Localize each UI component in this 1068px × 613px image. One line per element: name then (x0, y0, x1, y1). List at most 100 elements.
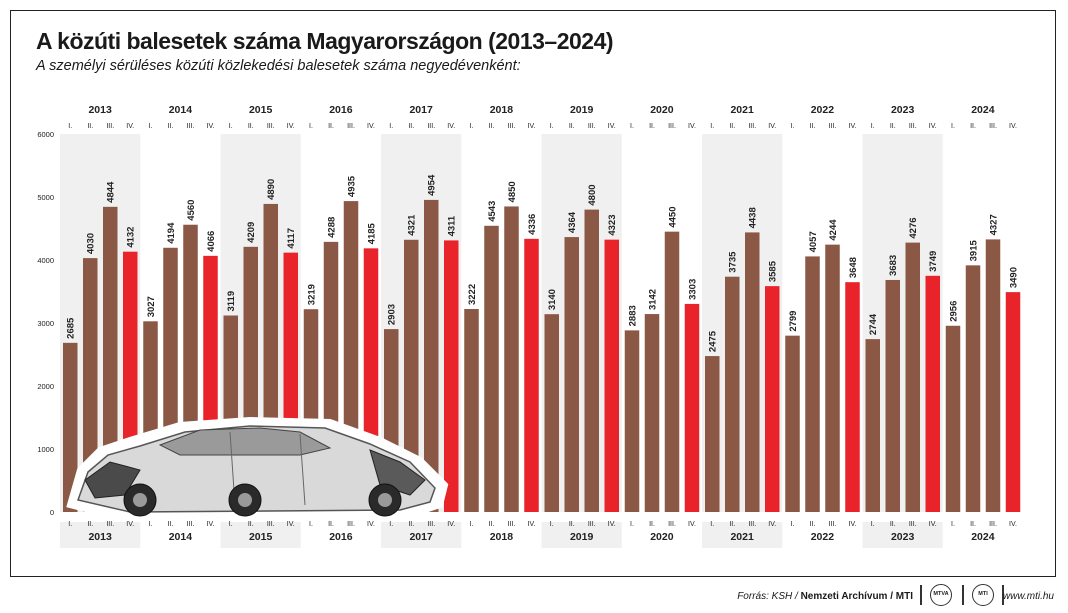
bar-2024-q3 (985, 239, 1001, 513)
quarter-label-bottom: III. (508, 521, 516, 528)
data-label: 4543 (487, 201, 498, 222)
data-label: 3585 (768, 260, 779, 282)
bar-chart: 0 1000 2000 3000 4000 5000 6000 2013 2013 I. I. 268… (37, 104, 1021, 548)
y-tick-label: 0 (50, 508, 54, 517)
quarter-label-bottom: II. (729, 521, 735, 528)
car-hubcap-front (133, 493, 147, 507)
mtva-logo: MTVA (930, 584, 952, 606)
quarter-label-top: III. (989, 123, 997, 130)
bar-2018-q3 (504, 206, 519, 512)
quarter-label-bottom: IV. (207, 521, 215, 528)
footer-separator (920, 585, 922, 605)
quarter-label-top: IV. (367, 123, 375, 130)
footer-separator (962, 585, 964, 605)
quarter-label-top: I. (791, 123, 795, 130)
website-link[interactable]: www.mti.hu (1002, 591, 1054, 602)
data-label: 4066 (206, 231, 217, 252)
data-label: 4321 (407, 214, 418, 236)
quarter-label-bottom: IV. (688, 521, 696, 528)
y-tick-label: 5000 (37, 193, 54, 202)
quarter-label-bottom: IV. (1009, 521, 1017, 528)
data-label: 3648 (848, 257, 859, 278)
quarter-label-bottom: III. (989, 521, 997, 528)
quarter-label-bottom: II. (408, 521, 414, 528)
crashed-car-illustration (66, 416, 449, 522)
y-tick-label: 1000 (37, 445, 54, 454)
chart-subtitle: A személyi sérüléses közúti közlekedési … (36, 58, 521, 74)
quarter-label-top: II. (248, 123, 254, 130)
quarter-label-bottom: IV. (849, 521, 857, 528)
data-label: 4117 (286, 228, 297, 249)
data-label: 4450 (668, 207, 679, 228)
data-label: 3119 (226, 291, 237, 312)
source-credit: Forrás: KSH / Nemzeti Archívum / MTI (737, 591, 913, 602)
quarter-label-top: IV. (1009, 123, 1017, 130)
bar-2024-q1 (945, 325, 961, 512)
bar-2020-q1 (624, 330, 640, 512)
data-label: 4560 (186, 200, 197, 221)
quarter-label-bottom: III. (187, 521, 195, 528)
quarter-label-top: III. (588, 123, 596, 130)
quarter-label-top: III. (748, 123, 756, 130)
bar-2020-q4 (684, 303, 700, 512)
bar-2024-q2 (965, 265, 981, 512)
quarter-label-bottom: I. (229, 521, 233, 528)
year-label-bottom: 2022 (811, 531, 835, 543)
quarter-label-bottom: I. (791, 521, 795, 528)
bar-2019-q1 (544, 314, 559, 512)
year-label-bottom: 2018 (490, 531, 514, 543)
data-label: 2685 (66, 317, 77, 339)
year-label-bottom: 2015 (249, 531, 273, 543)
year-label-bottom: 2019 (570, 531, 594, 543)
quarter-label-top: IV. (608, 123, 616, 130)
year-label-bottom: 2014 (169, 531, 193, 543)
quarter-label-bottom: II. (489, 521, 495, 528)
quarter-label-top: I. (550, 123, 554, 130)
data-label: 4327 (989, 214, 1000, 235)
quarter-label-top: IV. (688, 123, 696, 130)
data-label: 4194 (166, 222, 177, 244)
infographic-frame (10, 10, 1056, 577)
bar-2017-q3 (424, 199, 439, 512)
data-label: 4288 (327, 217, 338, 238)
quarter-label-bottom: I. (149, 521, 153, 528)
data-label: 4057 (808, 231, 819, 252)
bar-2013-q1 (63, 342, 78, 512)
quarter-label-bottom: I. (550, 521, 554, 528)
quarter-label-top: II. (729, 123, 735, 130)
year-band-bottom (702, 522, 783, 548)
bar-2013-q2 (83, 258, 98, 512)
quarter-label-bottom: I. (710, 521, 714, 528)
data-label: 4323 (607, 215, 618, 236)
quarter-label-bottom: III. (267, 521, 275, 528)
data-label: 4030 (86, 233, 97, 254)
bar-2021-q2 (725, 276, 740, 512)
car-hubcap-rear (378, 493, 392, 507)
quarter-label-bottom: I. (389, 521, 393, 528)
quarter-label-bottom: II. (168, 521, 174, 528)
year-label-top: 2021 (730, 104, 754, 116)
data-label: 4890 (266, 179, 277, 200)
y-tick-label: 6000 (37, 130, 54, 139)
year-label-top: 2024 (971, 104, 995, 116)
data-label: 3222 (467, 284, 478, 305)
y-tick-label: 2000 (37, 382, 54, 391)
quarter-label-top: III. (427, 123, 435, 130)
data-label: 4244 (828, 219, 839, 241)
quarter-label-top: II. (649, 123, 655, 130)
quarter-label-top: II. (970, 123, 976, 130)
quarter-label-bottom: IV. (367, 521, 375, 528)
quarter-label-top: III. (187, 123, 195, 130)
quarter-label-top: I. (630, 123, 634, 130)
quarter-label-top: I. (389, 123, 393, 130)
bar-2022-q4 (845, 282, 860, 512)
quarter-label-bottom: I. (630, 521, 634, 528)
quarter-label-top: I. (229, 123, 233, 130)
year-label-bottom: 2016 (329, 531, 353, 543)
data-label: 4935 (347, 175, 358, 197)
year-label-top: 2018 (490, 104, 514, 116)
bar-2022-q1 (785, 335, 800, 512)
year-label-top: 2019 (570, 104, 594, 116)
car-crumpled-front (84, 461, 141, 499)
year-label-top: 2023 (891, 104, 915, 116)
